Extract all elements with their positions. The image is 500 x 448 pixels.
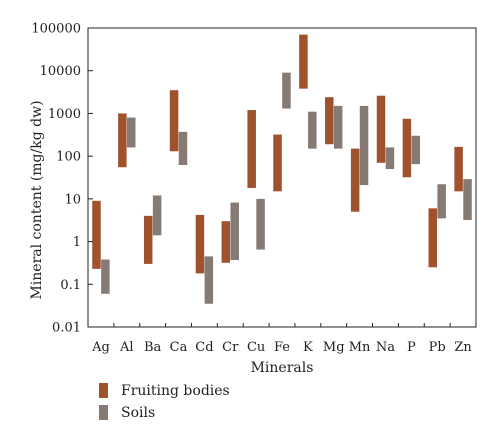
range-bar-cd-soils xyxy=(204,256,214,304)
range-bar-ag-soils xyxy=(101,259,110,294)
range-bar-mg-soils xyxy=(333,105,343,149)
y-tick-label: 0.01 xyxy=(52,321,81,336)
x-axis-label: Minerals xyxy=(251,360,314,376)
range-bar-p-soils xyxy=(411,135,421,165)
x-tick-label: K xyxy=(303,340,313,355)
x-tick-label: Cr xyxy=(222,340,239,355)
range-bar-na-fruiting-bodies xyxy=(376,95,386,163)
range-bar-pb-fruiting-bodies xyxy=(428,208,437,268)
range-bar-ba-fruiting-bodies xyxy=(143,215,153,264)
legend: Fruiting bodies Soils xyxy=(99,383,230,421)
range-bar-cu-fruiting-bodies xyxy=(247,110,256,188)
range-bar-fe-fruiting-bodies xyxy=(273,134,282,192)
range-bar-fe-soils xyxy=(282,72,291,109)
x-tick-label: Ag xyxy=(91,340,110,355)
range-bar-ba-soils xyxy=(152,195,162,236)
x-tick-label: Ba xyxy=(144,340,162,355)
range-bar-na-soils xyxy=(385,147,395,170)
range-bar-zn-fruiting-bodies xyxy=(454,146,463,192)
range-bar-cr-soils xyxy=(230,202,239,261)
y-tick-label: 100000 xyxy=(31,22,81,37)
y-axis: 0.01 0.1 1 10 100 1000 10000 100000 xyxy=(31,22,93,336)
range-bar-ca-soils xyxy=(178,131,188,166)
y-tick-label: 100 xyxy=(56,150,81,165)
y-tick-label: 1 xyxy=(73,235,81,250)
range-bar-k-soils xyxy=(308,111,317,149)
range-bar-ca-fruiting-bodies xyxy=(169,90,179,152)
y-tick-label: 10 xyxy=(64,192,81,207)
range-bar-cr-fruiting-bodies xyxy=(221,221,231,263)
x-tick-label: Al xyxy=(119,340,134,355)
y-tick-label: 10000 xyxy=(40,64,81,79)
range-bar-al-fruiting-bodies xyxy=(118,113,127,168)
legend-swatch-fruiting-bodies xyxy=(99,383,108,398)
x-tick-label: Na xyxy=(376,340,395,355)
range-bar-cu-soils xyxy=(256,198,265,250)
plot-frame xyxy=(87,27,477,328)
legend-label-fruiting-bodies: Fruiting bodies xyxy=(121,383,230,399)
x-tick-label: Cu xyxy=(247,340,265,355)
y-tick-label: 1000 xyxy=(48,107,81,122)
x-tick-label: Cd xyxy=(195,340,213,355)
x-tick-label: Fe xyxy=(274,340,290,355)
y-axis-label: Mineral content (mg/kg dw) xyxy=(29,100,45,299)
x-tick-label: Pb xyxy=(429,340,446,355)
x-tick-label: Mn xyxy=(349,340,371,355)
range-bar-mn-soils xyxy=(359,105,369,186)
range-bar-k-fruiting-bodies xyxy=(299,34,308,89)
range-bar-zn-soils xyxy=(463,179,472,220)
legend-label-soils: Soils xyxy=(121,405,155,421)
range-bar-cd-fruiting-bodies xyxy=(195,214,205,274)
y-tick-label: 0.1 xyxy=(60,278,81,293)
range-bar-mg-fruiting-bodies xyxy=(325,97,334,145)
x-axis: Ag Al Ba Ca Cd Cr Cu Fe K Mg Mn Na P Pb Zn xyxy=(91,323,477,355)
plot-area xyxy=(87,27,477,328)
x-tick-label: Mg xyxy=(323,340,345,355)
legend-swatch-soils xyxy=(99,405,108,420)
range-bar-mn-fruiting-bodies xyxy=(350,148,360,212)
range-bar-pb-soils xyxy=(437,184,446,219)
range-bar-ag-fruiting-bodies xyxy=(92,200,101,269)
range-bar-p-fruiting-bodies xyxy=(402,118,412,178)
range-bar-al-soils xyxy=(127,117,136,148)
x-tick-label: Ca xyxy=(170,340,188,355)
x-tick-label: P xyxy=(407,340,416,355)
x-tick-label: Zn xyxy=(454,340,472,355)
